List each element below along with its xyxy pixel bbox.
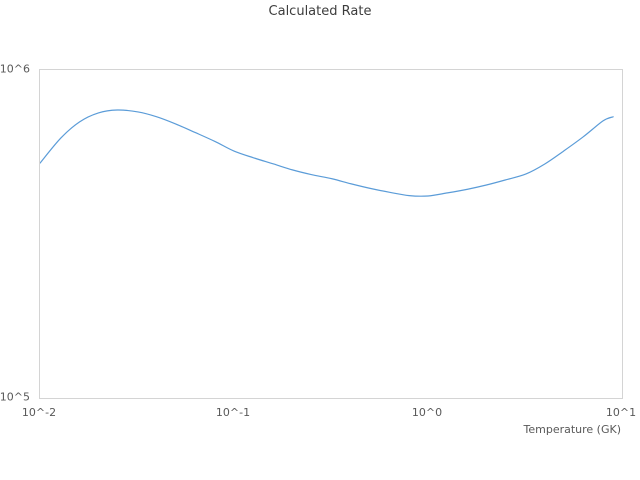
x-tick-label: 10^-1 — [215, 406, 251, 419]
x-axis-label: Temperature (GK) — [523, 423, 622, 436]
chart-title: Calculated Rate — [268, 4, 372, 19]
x-tick-label: 10^-2 — [21, 406, 57, 419]
rate-curve-line — [40, 109, 614, 197]
x-tick-label: 10^0 — [411, 406, 443, 419]
x-tick-label: 10^1 — [605, 406, 637, 419]
y-tick-label: 10^6 — [0, 62, 30, 76]
plot-area — [39, 69, 623, 399]
y-tick-label: 10^5 — [0, 390, 30, 404]
rate-curve-canvas — [40, 109, 614, 197]
